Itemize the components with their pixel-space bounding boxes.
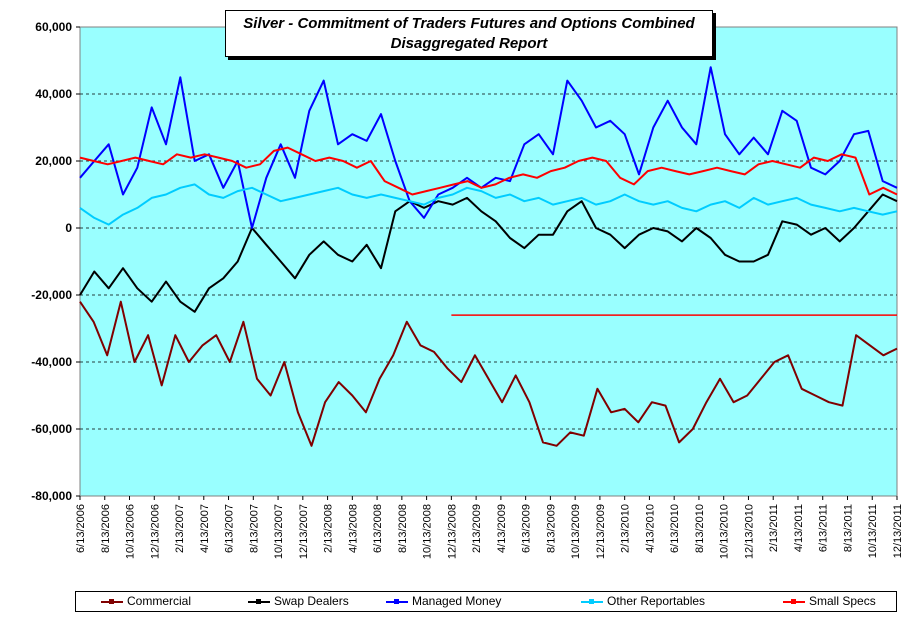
legend: Commercial Swap Dealers Managed Money Other… <box>75 591 897 612</box>
x-tick-label: 10/13/2011 <box>867 504 879 558</box>
x-tick-label: 12/13/2010 <box>743 504 755 559</box>
legend-item: Other Reportables <box>581 594 705 608</box>
legend-item: Managed Money <box>386 594 501 608</box>
x-tick-label: 4/13/2009 <box>496 504 508 553</box>
x-tick-label: 12/13/2009 <box>595 504 607 559</box>
y-tick-label: -80,000 <box>31 489 72 503</box>
legend-swatch <box>783 598 805 604</box>
x-tick-label: 4/13/2008 <box>347 504 359 553</box>
y-axis: 60,000 40,000 20,000 0 -20,000 -40,000 -60,000… <box>31 20 80 503</box>
x-tick-label: 6/13/2010 <box>669 504 681 553</box>
legend-swatch <box>248 598 270 604</box>
x-axis: 6/13/2006 8/13/2006 10/13/2006 12/13/2006 2/… <box>75 496 904 559</box>
x-tick-label: 8/13/2006 <box>100 504 112 553</box>
series-line-managed-money <box>79 66 898 229</box>
x-tick-label: 2/13/2010 <box>620 504 632 553</box>
series-line-swap-dealers <box>79 193 898 313</box>
plot-area <box>79 26 898 497</box>
x-tick-label: 12/13/2007 <box>298 504 310 559</box>
x-tick-label: 8/13/2007 <box>248 504 260 553</box>
x-tick-label: 6/13/2006 <box>75 504 87 553</box>
legend-label: Commercial <box>127 594 192 608</box>
gridlines <box>80 93 897 430</box>
legend-item: Swap Dealers <box>248 594 349 608</box>
x-tick-label: 10/13/2008 <box>422 504 434 559</box>
x-tick-label: 2/13/2008 <box>323 504 335 553</box>
x-tick-label: 10/13/2010 <box>719 504 731 559</box>
legend-swatch <box>386 598 408 604</box>
x-tick-label: 12/13/2011 <box>892 504 904 558</box>
y-tick-label: 0 <box>65 221 72 235</box>
y-tick-label: 60,000 <box>35 20 72 34</box>
x-tick-label: 6/13/2009 <box>521 504 533 553</box>
y-tick-label: -40,000 <box>31 355 72 369</box>
x-tick-label: 8/13/2010 <box>694 504 706 553</box>
legend-label: Swap Dealers <box>274 594 349 608</box>
x-tick-label: 12/13/2008 <box>446 504 458 559</box>
legend-item: Small Specs <box>783 594 876 608</box>
chart-subtitle: Disaggregated Report <box>390 35 548 52</box>
legend-label: Other Reportables <box>607 594 706 608</box>
x-tick-label: 2/13/2011 <box>768 504 780 552</box>
series-group <box>79 66 898 447</box>
series-line-other-reportables <box>79 183 898 226</box>
y-tick-label: -20,000 <box>31 288 72 302</box>
x-tick-label: 6/13/2007 <box>224 504 236 553</box>
x-tick-label: 2/13/2007 <box>174 504 186 553</box>
x-tick-label: 4/13/2007 <box>199 504 211 553</box>
legend-item: Commercial <box>101 594 191 608</box>
series-line-small-specs <box>79 146 898 196</box>
x-tick-label: 2/13/2009 <box>471 504 483 553</box>
y-tick-label: 40,000 <box>35 87 72 101</box>
x-tick-label: 12/13/2006 <box>149 504 161 559</box>
chart-title: Silver - Commitment of Traders Futures a… <box>243 15 695 32</box>
legend-label: Small Specs <box>809 594 876 608</box>
x-tick-label: 6/13/2008 <box>372 504 384 553</box>
legend-swatch <box>101 598 123 604</box>
x-tick-label: 10/13/2007 <box>273 504 285 559</box>
series-line-commercial <box>79 300 898 447</box>
y-tick-label: -60,000 <box>31 422 72 436</box>
legend-swatch <box>581 598 603 604</box>
x-tick-label: 10/13/2006 <box>125 504 137 559</box>
x-tick-label: 4/13/2010 <box>644 504 656 553</box>
x-tick-label: 4/13/2011 <box>793 504 805 552</box>
x-tick-label: 10/13/2009 <box>570 504 582 559</box>
x-tick-label: 8/13/2011 <box>842 504 854 552</box>
legend-label: Managed Money <box>412 594 502 608</box>
chart-title-box: Silver - Commitment of Traders Futures a… <box>225 10 713 57</box>
x-tick-label: 8/13/2009 <box>545 504 557 553</box>
y-tick-label: 20,000 <box>35 154 72 168</box>
x-tick-label: 8/13/2008 <box>397 504 409 553</box>
x-tick-label: 6/13/2011 <box>818 504 830 552</box>
